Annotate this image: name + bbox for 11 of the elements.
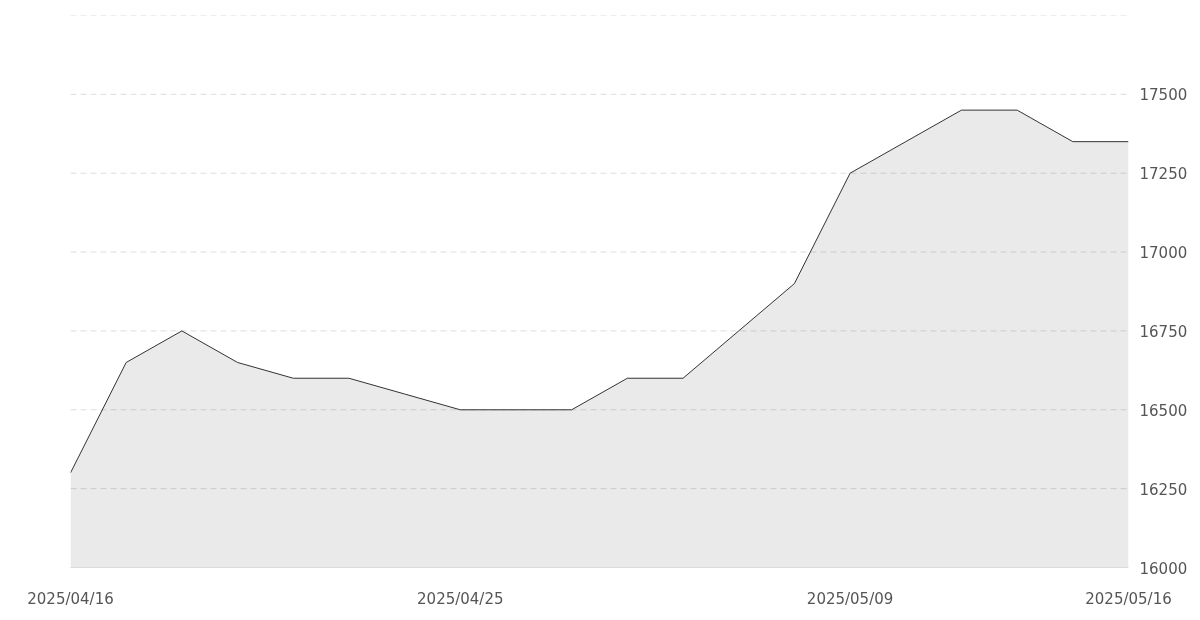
y-tick-label: 16000 bbox=[1139, 559, 1188, 578]
y-tick-label: 16750 bbox=[1139, 322, 1188, 341]
y-tick-label: 16500 bbox=[1139, 401, 1188, 420]
x-tick-label: 2025/05/16 bbox=[1085, 589, 1172, 608]
y-tick-label: 17500 bbox=[1139, 86, 1188, 105]
x-tick-label: 2025/04/16 bbox=[27, 589, 114, 608]
y-tick-label: 16250 bbox=[1139, 480, 1188, 499]
x-tick-label: 2025/04/25 bbox=[417, 589, 504, 608]
x-tick-label: 2025/05/09 bbox=[806, 589, 894, 608]
y-tick-label: 17250 bbox=[1139, 165, 1188, 184]
y-tick-label: 17000 bbox=[1139, 244, 1188, 263]
